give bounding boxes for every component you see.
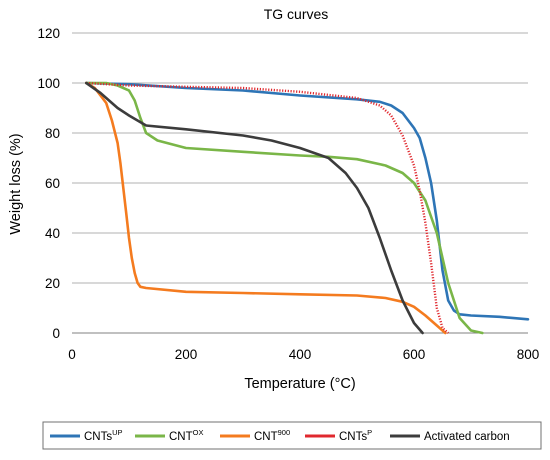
legend-name-1: CNT [169, 431, 193, 443]
legend-label-2: CNT900 [254, 428, 290, 443]
y-tick-label: 40 [45, 226, 60, 241]
legend-name-4: Activated carbon [424, 431, 510, 443]
legend-label-0: CNTsUP [84, 428, 123, 443]
chart-title: TG curves [264, 6, 329, 22]
legend-name-3: CNTs [339, 431, 367, 443]
x-tick-label: 800 [517, 347, 540, 362]
series-lines [85, 81, 530, 335]
y-tick-label: 100 [37, 76, 60, 91]
x-tick-label: 400 [289, 347, 312, 362]
series-line-0 [85, 81, 530, 321]
y-axis-title: Weight loss (%) [8, 133, 24, 234]
legend-box [42, 421, 542, 450]
series-line-1 [85, 81, 484, 335]
series-line-4 [85, 81, 424, 335]
legend-label-1: CNTOX [169, 428, 203, 443]
legend-sup-1: OX [193, 428, 204, 437]
legend-name-2: CNT [254, 431, 278, 443]
legend: CNTsUP CNTOX CNT900 CNTsP Activated carbon [42, 421, 542, 450]
series-line-3 [86, 81, 449, 334]
y-tick-label: 20 [45, 276, 60, 291]
y-tick-label: 120 [37, 26, 60, 41]
grid [72, 32, 528, 284]
legend-sup-2: 900 [278, 428, 291, 437]
tick-labels: 0 20 40 60 80 100 120 0 200 400 600 800 [37, 26, 539, 362]
x-tick-label: 0 [68, 347, 76, 362]
series-line-2 [85, 81, 447, 335]
x-tick-label: 600 [403, 347, 426, 362]
y-tick-label: 0 [52, 326, 60, 341]
legend-name-0: CNTs [84, 431, 112, 443]
x-tick-label: 200 [175, 347, 198, 362]
legend-label-4: Activated carbon [424, 431, 510, 443]
y-tick-label: 60 [45, 176, 60, 191]
y-tick-label: 80 [45, 126, 60, 141]
legend-sup-3: P [367, 428, 372, 437]
x-axis-title: Temperature (°C) [244, 376, 355, 392]
legend-sup-0: UP [112, 428, 122, 437]
legend-label-3: CNTsP [339, 428, 372, 443]
